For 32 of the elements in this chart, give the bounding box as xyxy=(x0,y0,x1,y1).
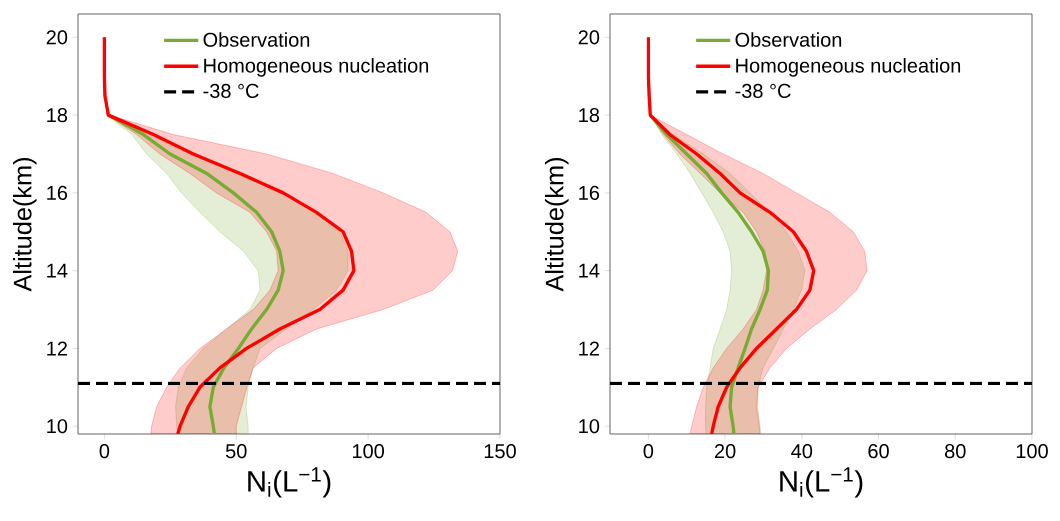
y-tick-label: 16 xyxy=(47,185,68,200)
y-tick-label: 14 xyxy=(47,263,68,278)
x-axis-title: N$_{i}$(L$^{−1}$) xyxy=(248,467,331,498)
y-tick-label: 10 xyxy=(579,419,600,434)
x-tick-label: 0 xyxy=(643,444,654,459)
legend-label: Homogeneous nucleation xyxy=(204,58,429,77)
y-tick-label: 10 xyxy=(47,419,68,434)
x-tick-label: 100 xyxy=(1016,444,1048,459)
y-tick-label: 18 xyxy=(579,108,600,123)
y-tick-label: 20 xyxy=(46,30,68,45)
y-tick-label: 20 xyxy=(578,30,600,45)
legend-label: Observation xyxy=(203,32,310,47)
y-tick-label: 18 xyxy=(47,108,68,123)
y-tick-label: 14 xyxy=(579,263,600,278)
y-tick-label: 12 xyxy=(47,341,67,356)
x-tick-label: 0 xyxy=(99,444,110,459)
x-tick-label: 100 xyxy=(352,444,385,459)
legend-label: -38 °C xyxy=(735,83,791,98)
x-tick-label: 50 xyxy=(225,444,247,459)
x-tick-label: 60 xyxy=(868,444,889,459)
x-axis-title: N$_{i}$(L$^{−1}$) xyxy=(780,467,863,498)
y-axis-title: Altitude(km) xyxy=(544,158,569,292)
x-tick-label: 20 xyxy=(714,444,736,459)
legend-label: Homogeneous nucleation xyxy=(736,58,961,77)
x-tick-label: 80 xyxy=(945,444,966,459)
y-axis-title: Altitude(km) xyxy=(12,158,37,292)
x-tick-label: 40 xyxy=(791,444,813,459)
x-tick-label: 150 xyxy=(484,444,516,459)
y-tick-label: 12 xyxy=(579,341,599,356)
y-tick-label: 16 xyxy=(579,185,600,200)
legend-label: Observation xyxy=(735,32,842,47)
legend-label: -38 °C xyxy=(203,83,259,98)
